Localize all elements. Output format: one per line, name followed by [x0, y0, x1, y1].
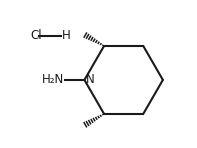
Text: H: H	[62, 29, 71, 42]
Text: H₂N: H₂N	[42, 73, 64, 86]
Text: Cl: Cl	[30, 29, 42, 42]
Text: N: N	[86, 73, 94, 86]
